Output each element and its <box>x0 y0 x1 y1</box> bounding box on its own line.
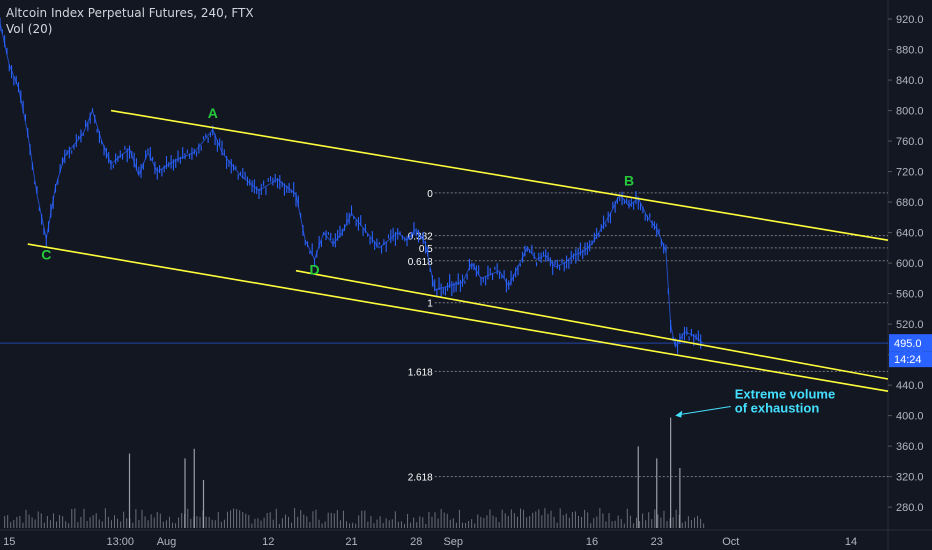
price-tick-label: 920.0 <box>896 14 924 26</box>
price-tick-label: 360.0 <box>896 441 924 453</box>
fib-level-label: 0 <box>427 189 433 200</box>
price-tick-label: 720.0 <box>896 167 924 179</box>
annotation-arrow <box>679 405 731 416</box>
price-tick-label: 600.0 <box>896 258 924 270</box>
current-price-box <box>889 334 932 352</box>
pivot-label-b: B <box>624 172 634 188</box>
time-tick-label: Aug <box>157 536 177 548</box>
time-tick-label: 14 <box>845 536 857 548</box>
price-tick-label: 800.0 <box>896 106 924 118</box>
price-tick-label: 680.0 <box>896 197 924 209</box>
pivot-label-c: C <box>41 246 51 262</box>
price-path-line <box>0 22 704 349</box>
annotation-arrow-head <box>675 410 683 418</box>
annotation-text: of exhaustion <box>735 400 820 415</box>
price-tick-label: 440.0 <box>896 380 924 392</box>
fib-level-label: 2.618 <box>408 473 433 484</box>
current-price-label: 495.0 <box>894 338 922 350</box>
price-axis-panel <box>888 0 932 550</box>
price-tick-label: 280.0 <box>896 502 924 514</box>
price-tick-label: 400.0 <box>896 411 924 423</box>
annotation-text: Extreme volume <box>735 386 835 401</box>
time-tick-label: 23 <box>651 536 663 548</box>
time-tick-label: 13:00 <box>106 536 134 548</box>
time-tick-label: 15 <box>3 536 15 548</box>
time-tick-label: 16 <box>586 536 598 548</box>
channel-line <box>295 269 889 380</box>
price-tick-label: 320.0 <box>896 472 924 484</box>
price-tick-label: 520.0 <box>896 319 924 331</box>
countdown-label: 14:24 <box>894 354 922 366</box>
pivot-label-a: A <box>208 105 218 121</box>
channel-line <box>27 243 889 392</box>
pivot-label-d: D <box>309 262 319 278</box>
fib-level-label: 1 <box>427 299 433 310</box>
time-tick-label: Oct <box>722 536 739 548</box>
time-tick-label: 21 <box>345 536 357 548</box>
chart-title: Altcoin Index Perpetual Futures, 240, FT… <box>6 6 254 20</box>
price-tick-label: 640.0 <box>896 228 924 240</box>
time-tick-label: 28 <box>410 536 422 548</box>
volume-indicator-label[interactable]: Vol (20) <box>6 22 53 36</box>
countdown-box <box>889 351 932 368</box>
fib-level-label: 1.618 <box>408 367 433 378</box>
price-tick-label: 840.0 <box>896 75 924 87</box>
price-tick-label: 880.0 <box>896 45 924 57</box>
time-tick-label: 12 <box>262 536 274 548</box>
fib-level-label: 0.618 <box>408 257 433 268</box>
price-tick-label: 560.0 <box>896 289 924 301</box>
channel-line <box>110 109 889 242</box>
price-tick-label: 760.0 <box>896 136 924 148</box>
time-tick-label: Sep <box>443 536 463 548</box>
